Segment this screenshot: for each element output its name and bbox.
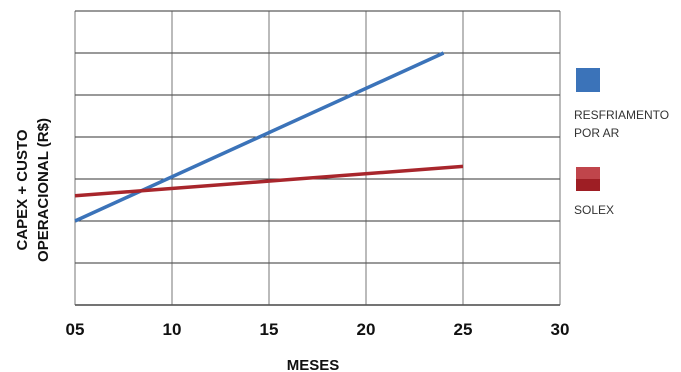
x-tick-label: 15 xyxy=(260,320,279,339)
legend-swatch-resfriamento xyxy=(576,68,600,92)
legend-swatch-solex xyxy=(576,167,600,191)
series-line-1 xyxy=(74,51,445,223)
x-tick-label: 25 xyxy=(454,320,473,339)
y-axis-label: CAPEX + CUSTO OPERACIONAL (R$) xyxy=(4,40,64,270)
x-tick-labels: 05 10 15 20 25 30 xyxy=(66,320,570,339)
x-tick-label: 05 xyxy=(66,320,85,339)
legend-label-solex: SOLEX xyxy=(574,203,615,217)
series-line-2 xyxy=(74,164,464,198)
legend-label-resfriamento-line2: POR AR xyxy=(574,126,620,140)
y-axis-label-line1: CAPEX + CUSTO xyxy=(14,129,31,250)
series-layer xyxy=(74,51,464,223)
x-tick-label: 20 xyxy=(357,320,376,339)
x-tick-label: 30 xyxy=(551,320,570,339)
y-axis-label-line2: OPERACIONAL (R$) xyxy=(35,118,52,262)
chart-grid xyxy=(74,10,561,306)
x-axis-label: MESES xyxy=(287,357,340,372)
x-tick-label: 10 xyxy=(163,320,182,339)
legend-label-resfriamento-line1: RESFRIAMENTO xyxy=(574,108,670,122)
